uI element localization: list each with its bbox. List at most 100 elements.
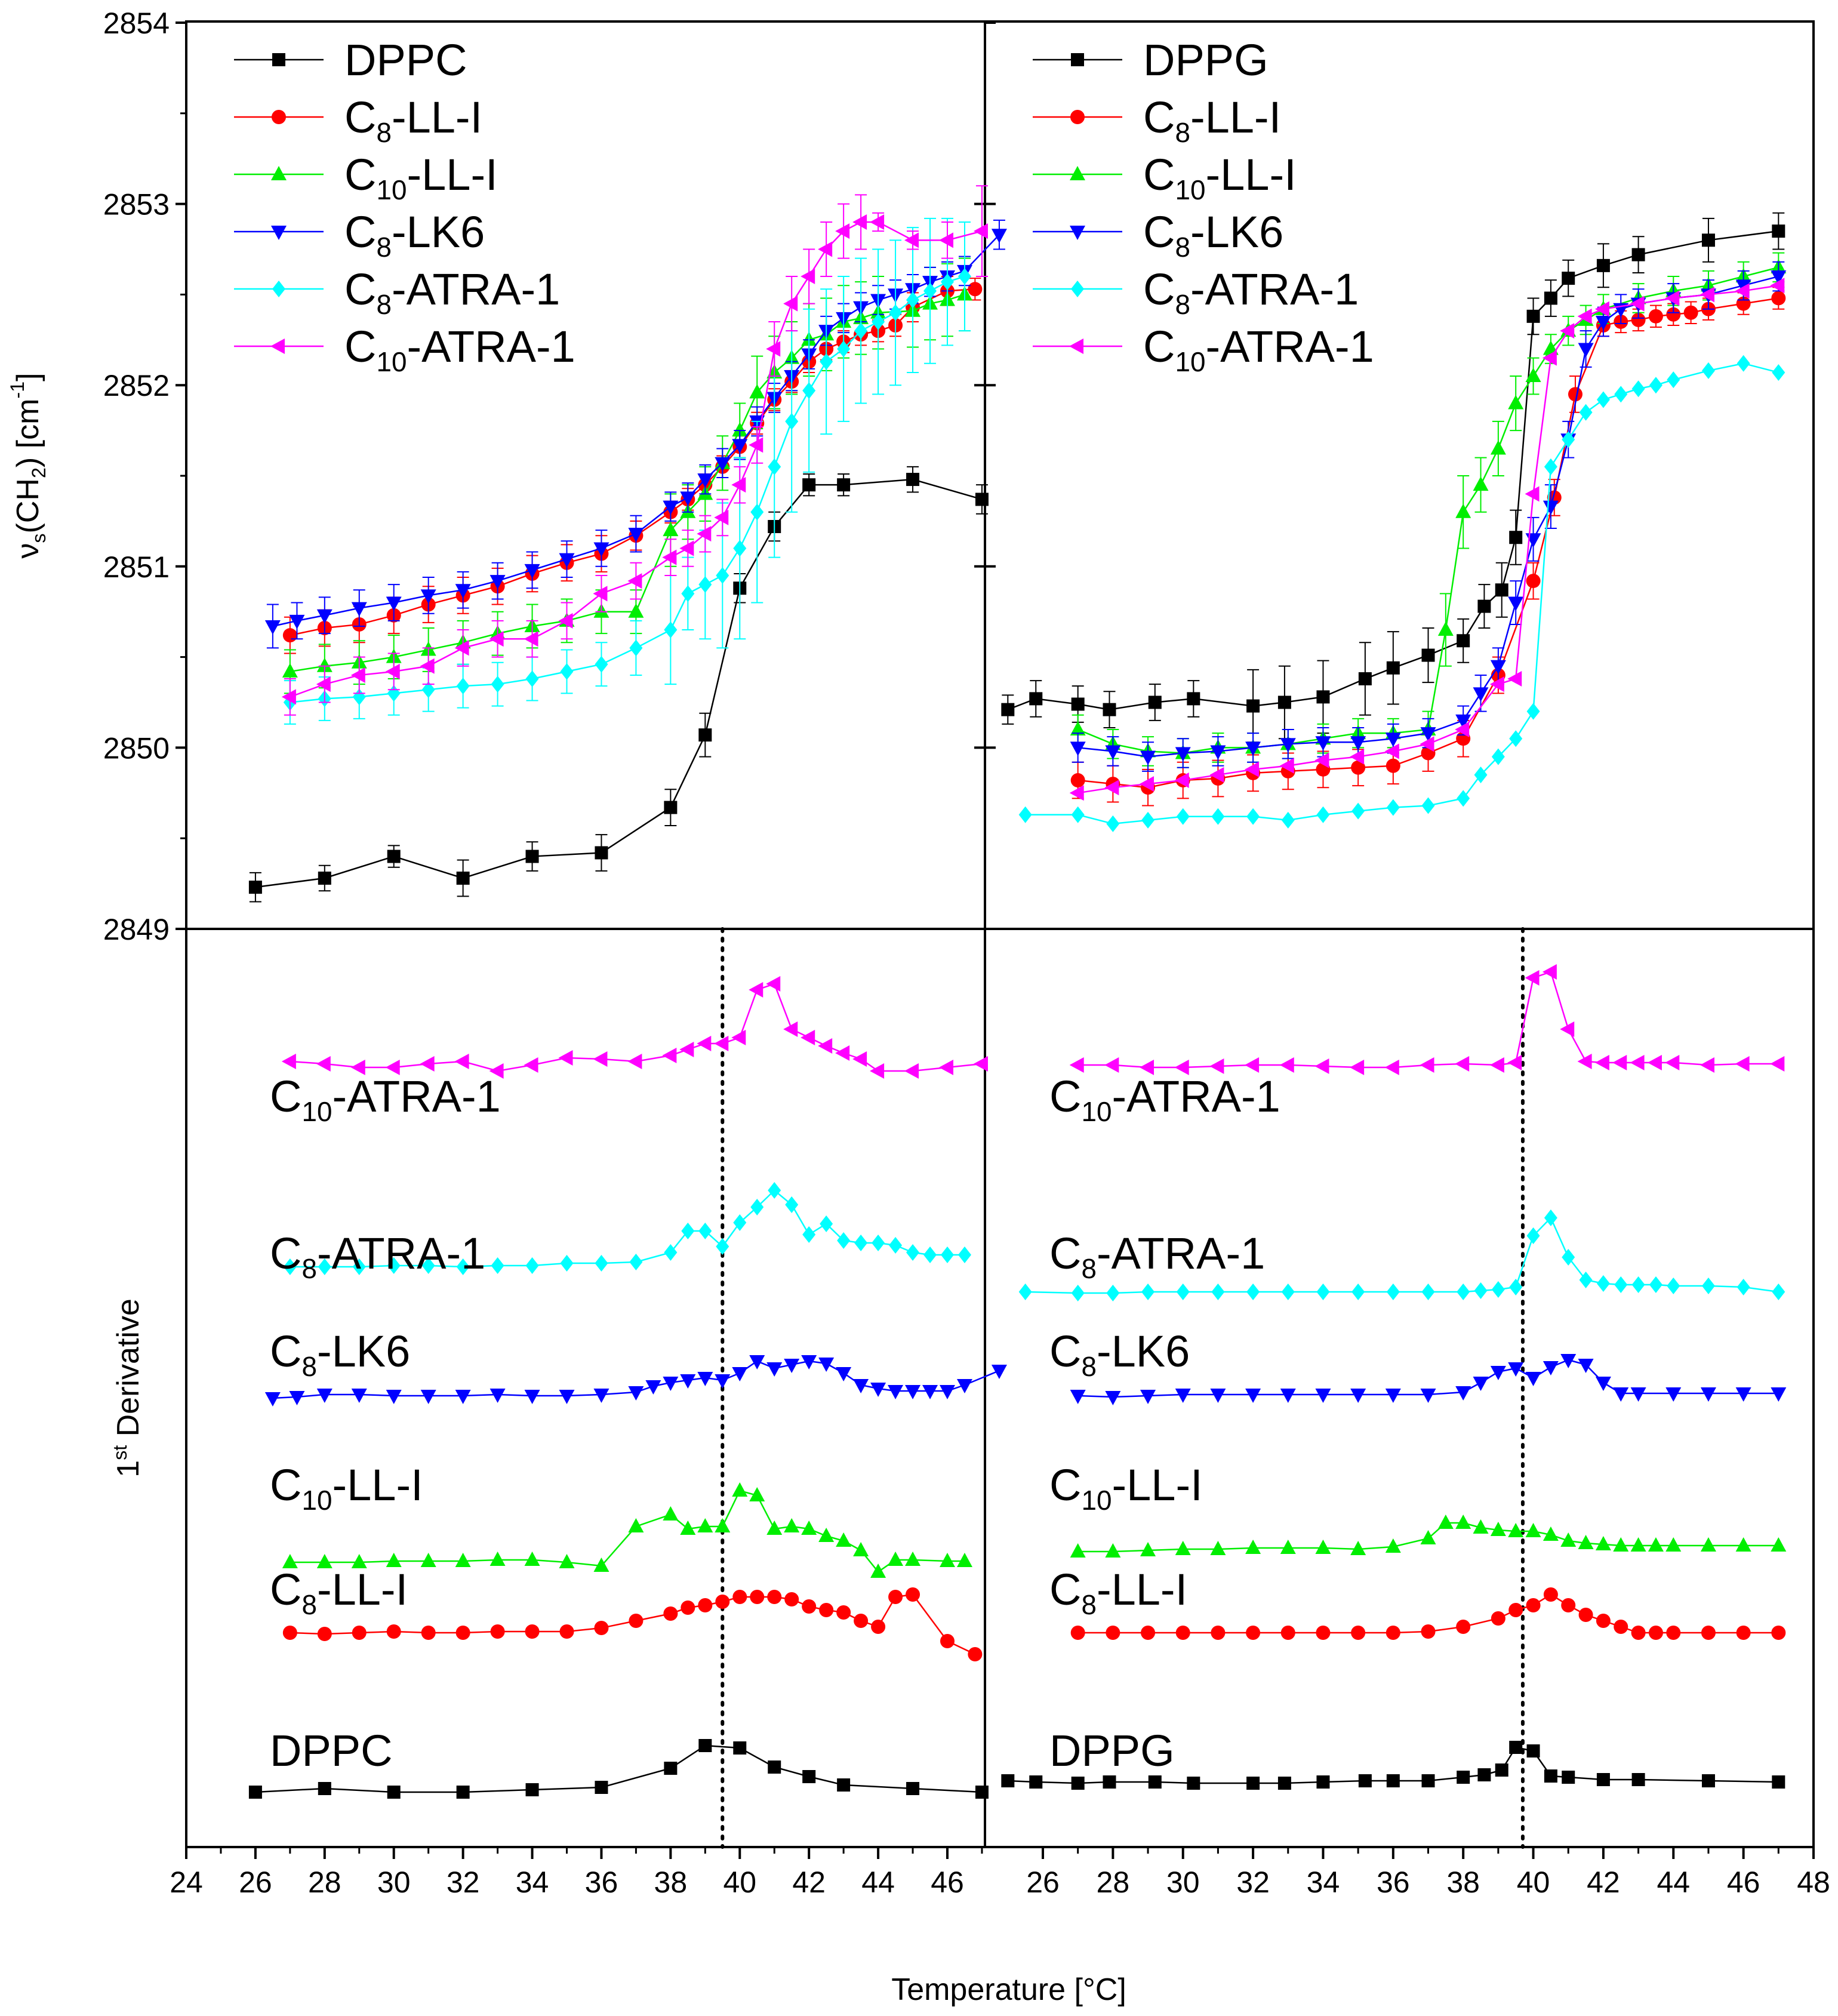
data-point: [1491, 748, 1505, 765]
data-point: [454, 1054, 469, 1069]
legend-item-dppc: DPPC: [234, 35, 467, 85]
data-point: [1542, 350, 1557, 366]
data-point: [1665, 290, 1680, 306]
data-point: [1350, 1389, 1366, 1403]
data-point: [714, 1036, 729, 1051]
data-point: [766, 1521, 783, 1535]
data-point: [1649, 1276, 1662, 1293]
data-point: [1735, 1387, 1751, 1402]
legend-item-c10-atra-1: C10-ATRA-1: [1033, 322, 1374, 377]
data-point: [593, 586, 608, 602]
data-point: [818, 1358, 835, 1372]
data-point: [455, 584, 471, 599]
x-tick-label: 32: [447, 1866, 480, 1899]
x-tick-label: 42: [792, 1866, 826, 1899]
data-point: [749, 982, 763, 998]
data-point: [1543, 1361, 1559, 1375]
data-point: [1455, 722, 1470, 738]
data-point: [1106, 815, 1120, 832]
data-point: [1562, 431, 1575, 448]
data-point: [904, 232, 919, 248]
data-point: [1473, 1519, 1489, 1534]
data-point: [968, 1647, 983, 1661]
data-point: [1210, 1541, 1226, 1555]
data-point: [559, 1554, 575, 1568]
data-point: [489, 631, 504, 647]
data-point: [1351, 1284, 1365, 1300]
data-point: [698, 728, 712, 742]
data-point: [1315, 1389, 1331, 1403]
data-point: [1683, 305, 1698, 320]
data-point: [386, 1390, 402, 1404]
data-point: [1508, 1362, 1524, 1377]
data-point: [1384, 743, 1399, 759]
data-point: [1737, 355, 1750, 372]
curve-label-c8-lk6: C8-LK6: [270, 1326, 410, 1382]
legend-item-c8-lk6: C8-LK6: [234, 207, 485, 263]
y-tick-label: 2854: [103, 7, 170, 40]
series-dppg: [1001, 1741, 1785, 1790]
data-point: [939, 1060, 953, 1075]
data-point: [1489, 1057, 1504, 1073]
data-point: [1210, 745, 1226, 760]
data-point: [1667, 1278, 1680, 1294]
series-line: [290, 1593, 975, 1655]
data-point: [1071, 1777, 1085, 1790]
data-point: [1174, 1060, 1189, 1075]
data-point: [663, 1606, 678, 1621]
legend-label: C10-LL-I: [1143, 150, 1297, 205]
data-point: [940, 1553, 955, 1567]
data-point: [837, 340, 851, 358]
y-tick-label: 2851: [103, 550, 170, 584]
data-point: [1103, 1775, 1116, 1789]
data-point: [1455, 714, 1471, 729]
data-point: [768, 1760, 781, 1774]
series-c10-atra-1: [1069, 964, 1785, 1075]
data-point: [1613, 1387, 1629, 1402]
series-dppc: [248, 466, 989, 903]
data-point: [680, 491, 696, 506]
data-point: [1737, 1279, 1750, 1295]
panel-top-left: [248, 185, 1007, 903]
data-point: [973, 223, 988, 239]
data-point: [1596, 1275, 1610, 1292]
series-c10-atra-1: [1069, 278, 1785, 801]
data-point: [888, 1385, 904, 1399]
data-point: [421, 681, 435, 698]
series-c10-ll-i: [282, 1482, 972, 1578]
data-point: [664, 621, 678, 639]
data-point: [316, 1554, 332, 1568]
legend-item-c8-lk6: C8-LK6: [1033, 207, 1283, 263]
legend-marker: [1070, 110, 1085, 124]
data-point: [697, 473, 713, 488]
x-tick-label: 42: [1587, 1866, 1620, 1899]
legend-item-c8-atra-1: C8-ATRA-1: [1033, 264, 1359, 320]
data-point: [1474, 1282, 1488, 1299]
legend-marker: [270, 338, 285, 354]
data-point: [698, 576, 712, 593]
data-point: [1648, 1626, 1663, 1640]
data-point: [491, 676, 504, 693]
series-c8-lk6: [264, 1355, 1007, 1406]
data-point: [489, 1389, 506, 1403]
data-point: [560, 663, 574, 680]
data-point: [385, 1060, 400, 1075]
data-point: [1544, 291, 1557, 305]
data-point: [1029, 692, 1043, 706]
data-point: [1140, 1060, 1154, 1075]
data-point: [248, 1786, 262, 1799]
legend-item-c8-atra-1: C8-ATRA-1: [234, 264, 560, 320]
data-point: [524, 1390, 540, 1404]
data-point: [350, 1060, 365, 1075]
data-point: [283, 1258, 297, 1275]
data-point: [1544, 458, 1557, 475]
data-point: [1562, 1771, 1575, 1784]
data-point: [801, 1521, 817, 1535]
data-point: [1315, 1540, 1331, 1554]
data-point: [715, 1374, 731, 1389]
data-point: [289, 614, 305, 629]
data-point: [1701, 1626, 1716, 1640]
data-point: [1771, 1387, 1787, 1402]
data-point: [1700, 1387, 1716, 1402]
data-point: [1176, 1284, 1190, 1300]
